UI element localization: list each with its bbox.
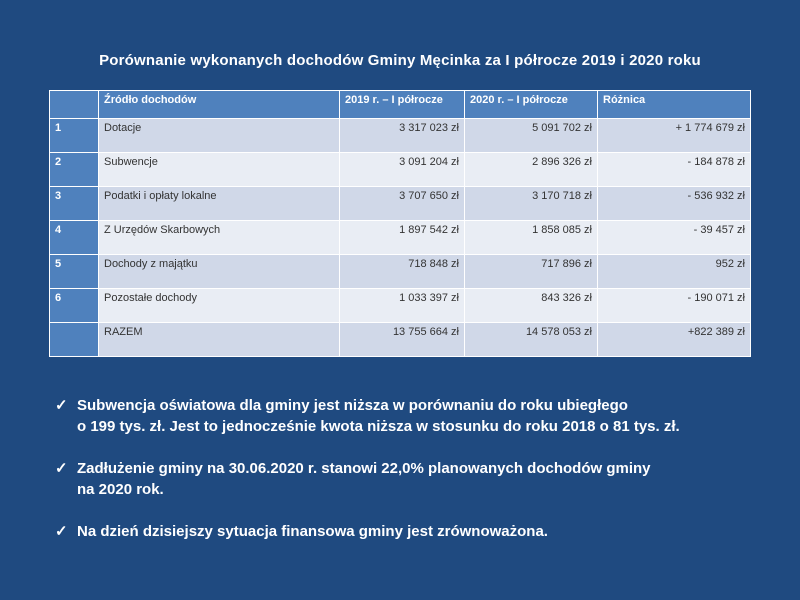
table-row: RAZEM 13 755 664 zł 14 578 053 zł +822 389 … bbox=[49, 322, 751, 357]
table-row: 5 Dochody z majątku 718 848 zł 717 896 zł 95… bbox=[49, 254, 751, 289]
check-icon: ✓ bbox=[55, 397, 68, 414]
row-number: 5 bbox=[49, 254, 99, 289]
value-2020-cell: 5 091 702 zł bbox=[464, 118, 598, 153]
slide-title: Porównanie wykonanych dochodów Gminy Męc… bbox=[99, 52, 701, 69]
bullet-item: ✓ Subwencja oświatowa dla gminy jest niżs… bbox=[55, 395, 680, 437]
table-row: 3 Podatki i opłaty lokalne 3 707 650 zł 3 1… bbox=[49, 186, 751, 221]
source-cell: Pozostałe dochody bbox=[98, 288, 340, 323]
value-2020-cell: 717 896 zł bbox=[464, 254, 598, 289]
bullet-text: Subwencja oświatowa dla gminy jest niższ… bbox=[77, 397, 628, 414]
value-2019-cell: 3 317 023 zł bbox=[339, 118, 465, 153]
difference-cell: - 190 071 zł bbox=[597, 288, 751, 323]
value-2019-cell: 1 033 397 zł bbox=[339, 288, 465, 323]
check-icon: ✓ bbox=[55, 460, 68, 477]
source-cell: Podatki i opłaty lokalne bbox=[98, 186, 340, 221]
difference-cell: 952 zł bbox=[597, 254, 751, 289]
value-2019-cell: 1 897 542 zł bbox=[339, 220, 465, 255]
value-2020-cell: 1 858 085 zł bbox=[464, 220, 598, 255]
value-2019-cell: 718 848 zł bbox=[339, 254, 465, 289]
table-row: 2 Subwencje 3 091 204 zł 2 896 326 zł - 184 … bbox=[49, 152, 751, 187]
row-number bbox=[49, 322, 99, 357]
value-2020-cell: 3 170 718 zł bbox=[464, 186, 598, 221]
source-cell: Dochody z majątku bbox=[98, 254, 340, 289]
bullet-list: ✓ Subwencja oświatowa dla gminy jest niżs… bbox=[55, 395, 680, 563]
bullet-text: Zadłużenie gminy na 30.06.2020 r. stanow… bbox=[77, 460, 651, 477]
value-2019-cell: 13 755 664 zł bbox=[339, 322, 465, 357]
value-2019-cell: 3 707 650 zł bbox=[339, 186, 465, 221]
value-2020-cell: 2 896 326 zł bbox=[464, 152, 598, 187]
row-number: 4 bbox=[49, 220, 99, 255]
source-cell: Subwencje bbox=[98, 152, 340, 187]
source-cell: RAZEM bbox=[98, 322, 340, 357]
source-cell: Z Urzędów Skarbowych bbox=[98, 220, 340, 255]
header-cell: 2020 r. – I półrocze bbox=[464, 90, 598, 119]
table-row: 6 Pozostałe dochody 1 033 397 zł 843 326 zł… bbox=[49, 288, 751, 323]
difference-cell: - 536 932 zł bbox=[597, 186, 751, 221]
bullet-text-cont: o 199 tys. zł. Jest to jednocześnie kwot… bbox=[77, 418, 680, 435]
check-icon: ✓ bbox=[55, 523, 68, 540]
difference-cell: + 1 774 679 zł bbox=[597, 118, 751, 153]
value-2020-cell: 14 578 053 zł bbox=[464, 322, 598, 357]
value-2020-cell: 843 326 zł bbox=[464, 288, 598, 323]
row-number: 2 bbox=[49, 152, 99, 187]
table-header-row: Źródło dochodów 2019 r. – I półrocze 202… bbox=[49, 90, 751, 119]
header-cell: 2019 r. – I półrocze bbox=[339, 90, 465, 119]
income-comparison-table: Źródło dochodów 2019 r. – I półrocze 202… bbox=[49, 90, 751, 357]
value-2019-cell: 3 091 204 zł bbox=[339, 152, 465, 187]
source-cell: Dotacje bbox=[98, 118, 340, 153]
table-row: 1 Dotacje 3 317 023 zł 5 091 702 zł + 1 774 … bbox=[49, 118, 751, 153]
row-number: 6 bbox=[49, 288, 99, 323]
bullet-text: Na dzień dzisiejszy sytuacja finansowa g… bbox=[77, 523, 548, 540]
difference-cell: - 184 878 zł bbox=[597, 152, 751, 187]
header-cell: Źródło dochodów bbox=[98, 90, 340, 119]
bullet-text-cont: na 2020 rok. bbox=[77, 481, 164, 498]
bullet-item: ✓ Na dzień dzisiejszy sytuacja finansowa … bbox=[55, 521, 680, 542]
difference-cell: - 39 457 zł bbox=[597, 220, 751, 255]
difference-cell: +822 389 zł bbox=[597, 322, 751, 357]
row-number: 1 bbox=[49, 118, 99, 153]
header-cell: Różnica bbox=[597, 90, 751, 119]
header-cell bbox=[49, 90, 99, 119]
bullet-item: ✓ Zadłużenie gminy na 30.06.2020 r. stano… bbox=[55, 458, 680, 500]
row-number: 3 bbox=[49, 186, 99, 221]
